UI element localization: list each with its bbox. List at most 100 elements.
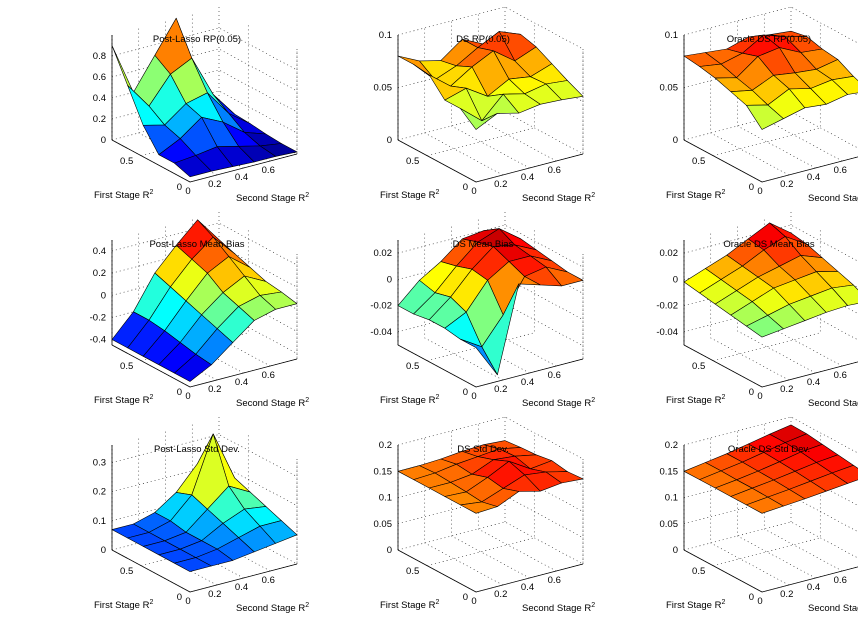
y-axis-line (683, 344, 763, 388)
grid-line (710, 28, 789, 176)
surface-patch (746, 104, 784, 130)
grid-line (397, 495, 584, 538)
x-axis-label: Second Stage R2 (236, 602, 309, 614)
z-tick-label: 0.2 (665, 440, 678, 451)
grid-line (737, 226, 816, 374)
subplot-title: DS RP(0.05) (456, 34, 510, 45)
subplot-9: Oracle DS Std Dev. 0 0.05 0.1 0.15 0.2 0 0.2 0.4… (660, 416, 858, 614)
y-axis-line (111, 344, 191, 388)
y-axis-label: First Stage R2 (666, 599, 725, 611)
grid-line (683, 495, 858, 533)
x-tick-label: 0.6 (548, 370, 561, 381)
x-tick-label: 0 (185, 186, 190, 197)
x-tick-label: 0.2 (780, 589, 793, 600)
z-tick-label: -0.2 (90, 312, 106, 323)
grid-line (683, 224, 858, 262)
x-tick-label: 0.6 (834, 165, 847, 176)
x-axis-line (189, 563, 298, 593)
surface-patch (174, 557, 212, 572)
x-tick-label: 0.6 (262, 165, 275, 176)
x-tick-label: 0.2 (208, 179, 221, 190)
grid-line (683, 521, 858, 559)
y-tick-label: 0 (463, 592, 468, 603)
y-tick-label: 0.5 (120, 566, 133, 577)
z-tick-label: 0.4 (93, 93, 106, 104)
z-tick-label: 0 (387, 274, 392, 285)
grid-line (397, 521, 584, 565)
subplot-5: DS Mean Bias -0.04 -0.02 0 0.02 0 0.2 0.4 0.6 0 0.… (370, 212, 595, 409)
y-tick-label: 0.5 (406, 156, 419, 167)
subplot-8: DS Std Dev. 0 0.05 0.1 0.15 0.2 0 0.2 0.4 0.6 0 0.5… (374, 416, 595, 614)
subplot-title: DS Std Dev. (457, 444, 509, 455)
z-tick-label: 0 (673, 135, 678, 146)
surface-patch (460, 338, 498, 376)
z-tick-label: 0.05 (374, 519, 393, 530)
grid-line (451, 431, 530, 579)
grid-line (737, 431, 816, 579)
y-tick-label: 0.5 (692, 566, 705, 577)
z-tick-label: 0.15 (374, 466, 393, 477)
grid-line (683, 111, 858, 149)
y-axis-line (683, 139, 763, 183)
x-tick-label: 0 (757, 186, 762, 197)
y-axis-line (397, 549, 477, 593)
surface-patch (460, 501, 498, 514)
subplot-title: Post-Lasso Std Dev. (154, 444, 240, 455)
z-tick-label: 0.2 (93, 114, 106, 125)
x-tick-label: 0 (185, 596, 190, 607)
y-tick-label: 0.5 (120, 361, 133, 372)
y-tick-label: 0.5 (406, 566, 419, 577)
x-tick-label: 0.6 (834, 575, 847, 586)
x-tick-label: 0 (471, 186, 476, 197)
x-axis-label: Second Stage R2 (522, 192, 595, 204)
z-tick-label: 0.05 (660, 519, 679, 530)
surface-patch (746, 314, 784, 338)
z-tick-label: 0.05 (660, 83, 679, 94)
x-axis-label: Second Stage R2 (808, 397, 858, 409)
x-tick-label: 0.4 (807, 377, 820, 388)
z-tick-label: -0.04 (370, 327, 392, 338)
subplot-title: Oracle DS Mean Bias (723, 239, 815, 250)
subplot-7: Post-Lasso Std Dev. 0 0.1 0.2 0.3 0 0.2 0.4 0.6 0… (93, 417, 309, 614)
subplot-2: DS RP(0.05) 0 0.05 0.1 0 0.2 0.4 0.6 0 0.5 Second … (374, 6, 595, 204)
x-tick-label: 0.6 (548, 165, 561, 176)
subplot-title: DS Mean Bias (453, 239, 514, 250)
z-tick-label: -0.02 (656, 301, 678, 312)
y-axis-label: First Stage R2 (380, 599, 439, 611)
z-tick-label: 0.4 (93, 246, 106, 257)
z-tick-label: 0.02 (374, 248, 393, 259)
grid-line (397, 224, 584, 268)
x-tick-label: 0 (757, 391, 762, 402)
grid-line (424, 438, 503, 586)
x-axis-line (761, 156, 858, 183)
z-tick-label: 0 (673, 545, 678, 556)
y-axis-label: First Stage R2 (94, 599, 153, 611)
z-tick-label: 0.1 (665, 493, 678, 504)
z-tick-label: 0.15 (660, 466, 679, 477)
z-tick-label: -0.04 (656, 327, 678, 338)
y-tick-label: 0.5 (692, 156, 705, 167)
z-tick-label: 0.6 (93, 72, 106, 83)
subplot-title: Post-Lasso RP(0.05) (153, 34, 241, 45)
x-tick-label: 0.6 (262, 575, 275, 586)
surface-patch (174, 155, 212, 178)
x-tick-label: 0 (757, 596, 762, 607)
x-tick-label: 0.4 (521, 172, 534, 183)
x-axis-label: Second Stage R2 (522, 397, 595, 409)
x-tick-label: 0 (185, 391, 190, 402)
x-tick-label: 0.2 (780, 384, 793, 395)
grid-line (111, 492, 298, 536)
grid-line (424, 28, 503, 176)
grid-line (763, 424, 843, 572)
z-tick-label: 0.1 (93, 516, 106, 527)
z-tick-label: 0 (673, 274, 678, 285)
x-tick-label: 0.4 (807, 172, 820, 183)
subplot-1: Post-Lasso RP(0.05) 0 0.2 0.4 0.6 0.8 0 0.2 0.4 0… (93, 7, 309, 204)
y-axis-line (111, 139, 191, 183)
z-tick-label: 0 (101, 135, 106, 146)
grid-line (424, 233, 503, 381)
x-axis-line (189, 358, 298, 388)
x-axis-line (761, 566, 858, 593)
grid-line (111, 27, 298, 71)
